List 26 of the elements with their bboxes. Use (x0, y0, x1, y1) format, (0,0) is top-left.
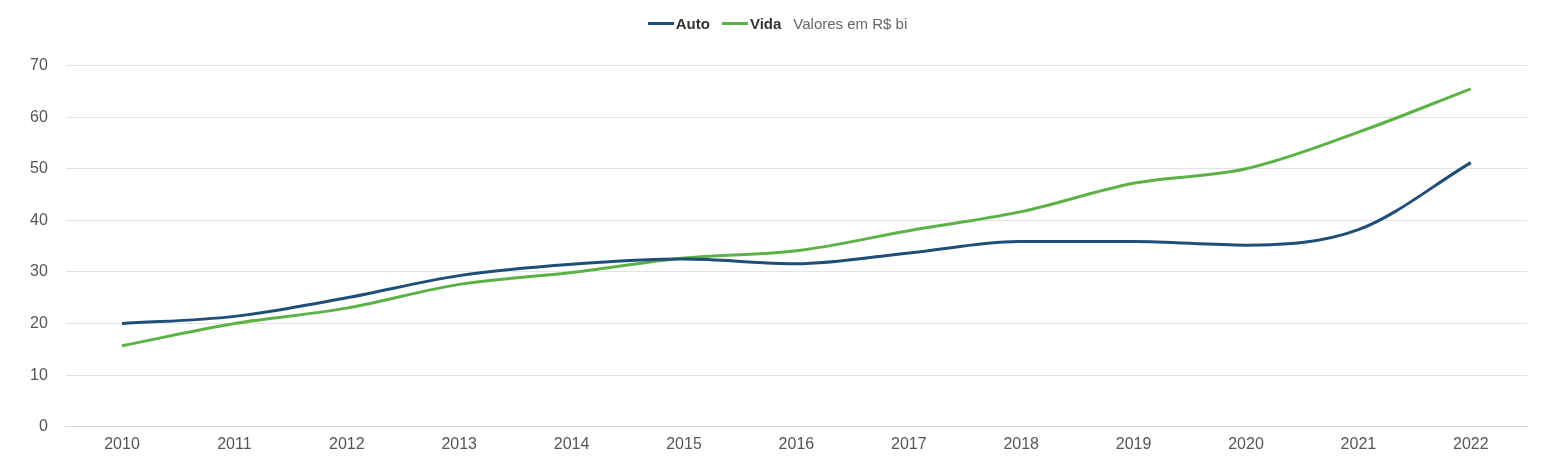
x-tick-label: 2017 (891, 434, 927, 452)
x-tick-label: 2010 (104, 434, 140, 452)
y-tick-label: 30 (30, 262, 48, 280)
y-tick-label: 40 (30, 210, 48, 228)
x-tick-label: 2020 (1228, 434, 1264, 452)
y-tick-label: 70 (30, 56, 48, 74)
chart-subtitle: Valores em R$ bi (793, 14, 908, 32)
legend-label: Vida (749, 14, 782, 32)
y-tick-label: 60 (30, 107, 48, 125)
line-series (120, 161, 1473, 326)
x-tick-label: 2012 (329, 434, 365, 452)
x-tick-label: 2018 (1003, 434, 1040, 452)
y-tick-label: 20 (30, 314, 48, 332)
x-tick-label: 2019 (1115, 434, 1152, 452)
x-tick-label: 2016 (778, 434, 815, 452)
legend-label: Auto (675, 14, 710, 32)
x-tick-label: 2022 (1453, 434, 1489, 452)
x-tick-label: 2014 (553, 434, 590, 452)
y-tick-label: 0 (38, 417, 48, 435)
y-tick-label: 50 (30, 159, 48, 177)
x-tick-label: 2011 (217, 434, 252, 452)
line-series (120, 87, 1473, 348)
x-tick-label: 2021 (1340, 434, 1377, 452)
y-tick-label: 10 (30, 365, 48, 383)
x-tick-label: 2013 (441, 434, 478, 452)
x-tick-label: 2015 (666, 434, 702, 452)
